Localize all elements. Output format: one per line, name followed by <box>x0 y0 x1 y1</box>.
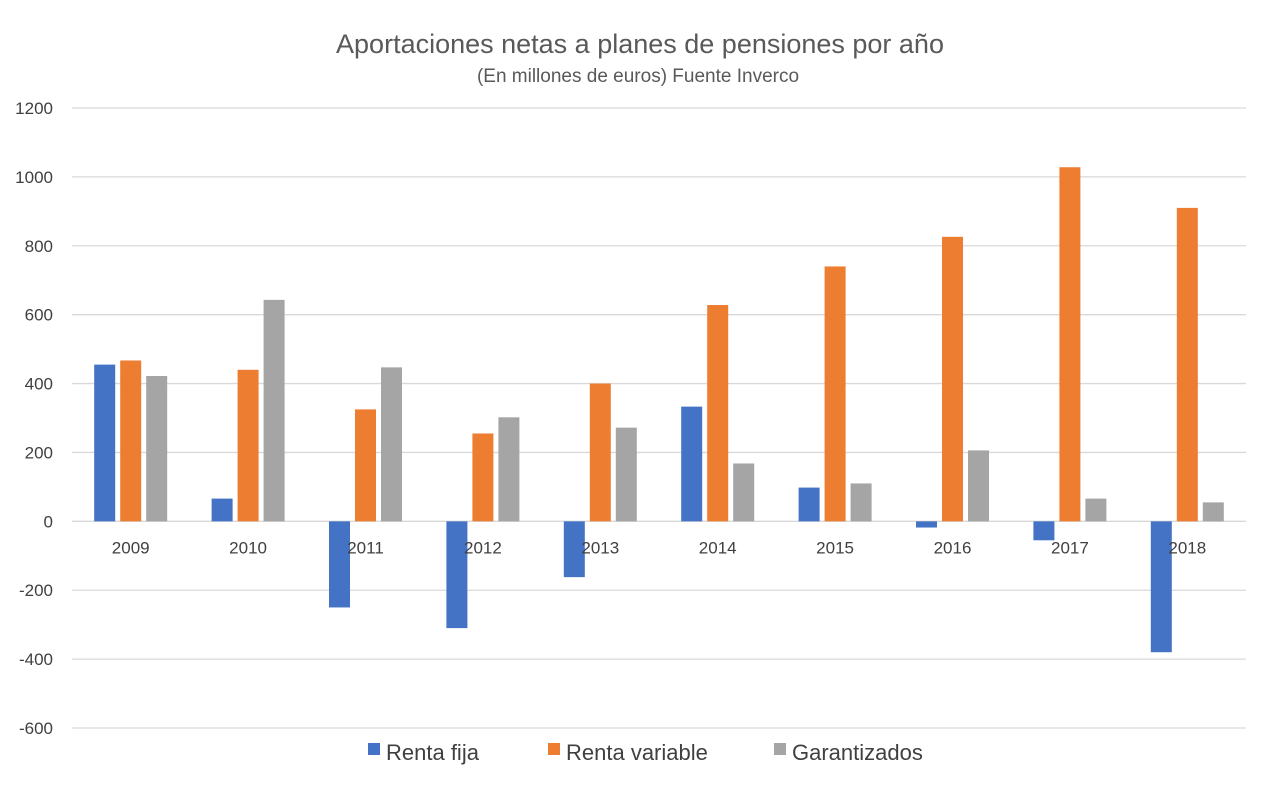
legend-label: Garantizados <box>792 740 923 765</box>
legend-label: Renta variable <box>566 740 708 765</box>
bar-renta-variable-2015 <box>824 266 846 522</box>
bar-renta-variable-2009 <box>120 360 142 522</box>
legend-label: Renta fija <box>386 740 480 765</box>
bar-renta-variable-2017 <box>1059 167 1081 522</box>
bar-renta-variable-2018 <box>1176 207 1198 522</box>
legend-item-garantizados: Garantizados <box>774 740 923 765</box>
y-axis-tick-labels: -600 -400 -200 0 200 400 600 800 1000 1200 <box>15 99 53 738</box>
y-tick-label: 0 <box>44 512 53 531</box>
x-axis-tick-labels: 2009 2010 2011 2012 2013 2014 2015 2016 2017 2018 <box>112 538 1206 557</box>
x-tick-label: 2013 <box>581 538 619 557</box>
bar-garantizados-2009 <box>146 375 168 522</box>
bar-renta-variable-2012 <box>472 433 494 522</box>
bar-renta-variable-2011 <box>355 409 376 522</box>
x-tick-label: 2016 <box>934 538 972 557</box>
x-tick-label: 2018 <box>1168 538 1206 557</box>
x-tick-label: 2014 <box>699 538 737 557</box>
bar-garantizados-2017 <box>1085 498 1107 522</box>
bar-renta-variable-2016 <box>942 236 963 522</box>
bar-renta-variable-2010 <box>237 369 259 522</box>
bar-renta-variable-2013 <box>589 383 611 522</box>
y-tick-label: -400 <box>19 650 53 669</box>
bar-renta-fija-2009 <box>94 364 116 522</box>
bar-garantizados-2010 <box>263 299 285 522</box>
x-tick-label: 2009 <box>112 538 150 557</box>
y-tick-label: -600 <box>19 719 53 738</box>
legend-swatch <box>548 743 560 755</box>
bar-renta-fija-2014 <box>681 406 703 522</box>
x-tick-label: 2012 <box>464 538 502 557</box>
chart-subtitle: (En millones de euros) Fuente Inverco <box>477 66 799 87</box>
bar-renta-fija-2015 <box>798 487 820 522</box>
bars <box>94 167 1224 653</box>
bar-garantizados-2016 <box>968 450 989 522</box>
y-tick-label: -200 <box>19 581 53 600</box>
bar-garantizados-2013 <box>615 427 637 522</box>
x-tick-label: 2011 <box>347 538 384 557</box>
bar-renta-fija-2011 <box>329 521 350 608</box>
bar-renta-fija-2018 <box>1150 521 1172 653</box>
bar-renta-fija-2016 <box>916 521 937 528</box>
bar-garantizados-2011 <box>381 367 402 522</box>
y-tick-label: 800 <box>25 237 53 256</box>
y-tick-label: 1200 <box>15 99 53 118</box>
bar-renta-fija-2013 <box>563 521 585 578</box>
y-tick-label: 200 <box>25 443 53 462</box>
bar-garantizados-2018 <box>1202 502 1224 522</box>
y-tick-label: 1000 <box>15 168 53 187</box>
y-tick-label: 600 <box>25 306 53 325</box>
bar-renta-variable-2014 <box>707 305 729 522</box>
y-tick-label: 400 <box>25 375 53 394</box>
x-tick-label: 2017 <box>1051 538 1089 557</box>
legend-item-renta-fija: Renta fija <box>368 740 480 765</box>
legend-swatch <box>368 743 380 755</box>
bar-renta-fija-2017 <box>1033 521 1055 541</box>
bar-renta-fija-2012 <box>446 521 468 629</box>
bar-garantizados-2014 <box>733 463 755 522</box>
legend-item-renta-variable: Renta variable <box>548 740 708 765</box>
x-tick-label: 2010 <box>229 538 267 557</box>
chart-title: Aportaciones netas a planes de pensiones… <box>336 29 944 59</box>
bar-garantizados-2012 <box>498 417 520 522</box>
x-tick-label: 2015 <box>816 538 854 557</box>
bar-garantizados-2015 <box>850 483 872 522</box>
bar-renta-fija-2010 <box>211 498 233 522</box>
legend: Renta fija Renta variable Garantizados <box>368 740 923 765</box>
legend-swatch <box>774 743 786 755</box>
